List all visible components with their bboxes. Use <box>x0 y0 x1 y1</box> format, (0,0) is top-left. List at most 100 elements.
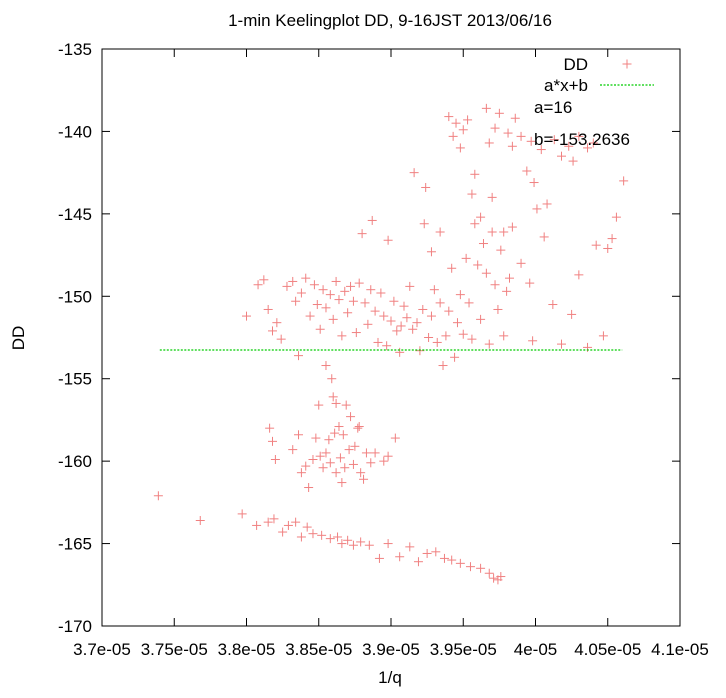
data-point <box>325 290 335 300</box>
data-point <box>374 553 384 563</box>
data-point <box>564 141 574 151</box>
data-point <box>344 445 354 455</box>
data-point <box>448 131 458 141</box>
legend-label-dd: DD <box>563 55 588 74</box>
y-tick-label: -145 <box>58 205 92 224</box>
legend-marker-dd <box>622 59 632 69</box>
data-point <box>611 212 621 222</box>
data-point <box>431 547 441 557</box>
data-point <box>291 296 301 306</box>
data-point <box>493 304 503 314</box>
data-point <box>331 468 341 478</box>
data-point <box>324 435 334 445</box>
legend-label-fit: a*x+b <box>544 76 588 95</box>
data-point <box>484 138 494 148</box>
data-point <box>588 138 598 148</box>
data-point <box>195 515 205 525</box>
data-point <box>461 253 471 263</box>
data-point <box>463 115 473 125</box>
data-point <box>510 113 520 123</box>
data-point <box>357 229 367 239</box>
data-point <box>334 295 344 305</box>
y-tick-label: -140 <box>58 122 92 141</box>
data-point <box>402 313 412 323</box>
data-point <box>301 461 311 471</box>
data-point <box>504 273 514 283</box>
y-axis-label: DD <box>9 326 28 351</box>
data-point <box>409 168 419 178</box>
data-point <box>351 328 361 338</box>
data-point <box>333 532 343 542</box>
data-point <box>348 459 358 469</box>
data-point <box>353 423 363 433</box>
y-axis-ticks: -170 -165 -160 -155 -150 -145 -140 -135 <box>58 40 680 636</box>
data-point <box>470 219 480 229</box>
data-point <box>283 520 293 530</box>
data-point <box>447 263 457 273</box>
y-tick-label: -135 <box>58 40 92 59</box>
data-point <box>321 448 331 458</box>
data-point <box>405 281 415 291</box>
data-point <box>296 288 306 298</box>
data-point <box>370 306 380 316</box>
dd-points-layer <box>153 103 629 585</box>
data-point <box>528 336 538 346</box>
data-point <box>237 509 247 519</box>
data-point <box>340 286 350 296</box>
x-tick-label: 4e-05 <box>514 640 557 659</box>
annotation-slope: a=16 <box>534 98 572 117</box>
data-point <box>408 324 418 334</box>
data-point <box>464 298 474 308</box>
data-point <box>356 468 366 478</box>
data-point <box>270 454 280 464</box>
data-point <box>438 361 448 371</box>
data-point <box>603 243 613 253</box>
data-point <box>598 331 608 341</box>
data-point <box>325 458 335 468</box>
data-point <box>439 553 449 563</box>
data-point <box>331 398 341 408</box>
data-point <box>325 534 335 544</box>
data-point <box>330 428 340 438</box>
data-point <box>548 300 558 310</box>
data-point <box>379 311 389 321</box>
data-point <box>532 204 542 214</box>
data-point <box>268 436 278 446</box>
data-point <box>450 352 460 362</box>
data-point <box>422 548 432 558</box>
data-point <box>282 281 292 291</box>
data-point <box>301 273 311 283</box>
data-point <box>395 552 405 562</box>
data-point <box>429 285 439 295</box>
data-point <box>366 285 376 295</box>
data-point <box>542 199 552 209</box>
data-point <box>458 125 468 135</box>
data-point <box>489 573 499 583</box>
annotation-intercept: b=-153.2636 <box>534 130 630 149</box>
data-point <box>452 318 462 328</box>
data-point <box>426 247 436 257</box>
data-point <box>383 539 393 549</box>
data-point <box>318 463 328 473</box>
data-point <box>526 136 536 146</box>
data-point <box>447 555 457 565</box>
data-point <box>361 448 371 458</box>
data-point <box>499 331 509 341</box>
data-point <box>458 329 468 339</box>
data-point <box>259 275 269 285</box>
data-point <box>343 308 353 318</box>
data-point <box>376 288 386 298</box>
data-point <box>308 529 318 539</box>
data-point <box>360 298 370 308</box>
data-point <box>549 135 559 145</box>
data-point <box>557 339 567 349</box>
data-point <box>296 468 306 478</box>
data-point <box>296 532 306 542</box>
data-point <box>291 517 301 527</box>
data-point <box>481 268 491 278</box>
data-point <box>503 128 513 138</box>
data-point <box>507 141 517 151</box>
data-point <box>467 189 477 199</box>
data-point <box>557 151 567 161</box>
